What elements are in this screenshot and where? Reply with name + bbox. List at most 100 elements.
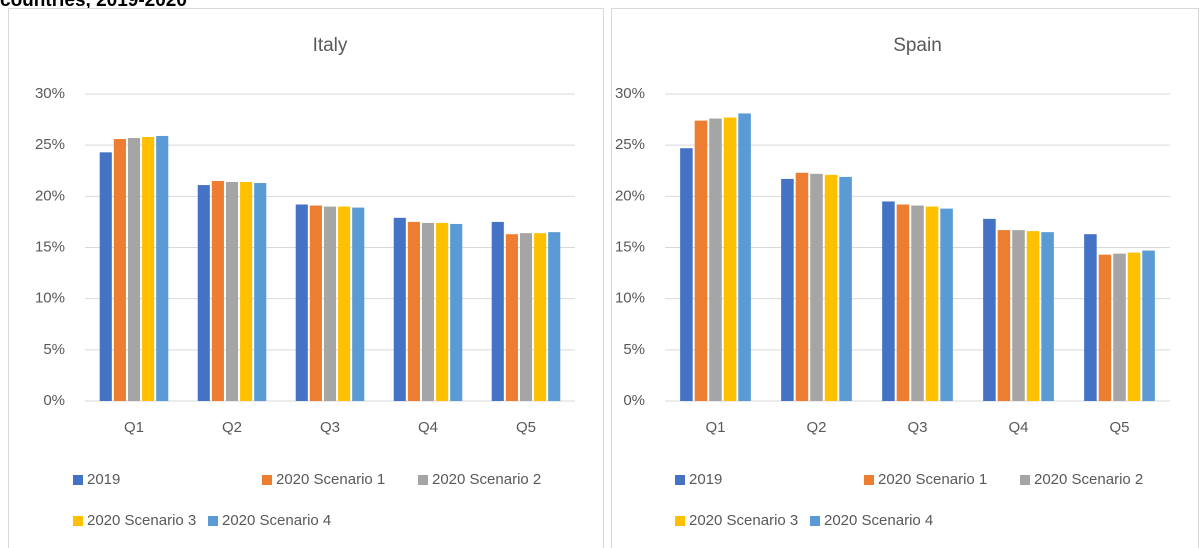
bar	[882, 201, 895, 401]
legend-label: 2020 Scenario 2	[432, 471, 541, 488]
bar	[738, 113, 751, 402]
y-tick-label: 5%	[43, 341, 65, 358]
bar	[197, 185, 210, 401]
bar	[1012, 230, 1025, 401]
legend-label: 2019	[689, 471, 722, 488]
y-tick-label: 30%	[35, 85, 65, 102]
bar	[1026, 231, 1040, 401]
x-tick-label: Q5	[516, 419, 536, 436]
chart-frame	[8, 8, 604, 548]
bar	[323, 206, 337, 401]
bar	[127, 138, 141, 401]
bar	[407, 221, 420, 401]
y-tick-label: 30%	[615, 85, 645, 102]
bar	[156, 135, 169, 401]
x-tick-label: Q1	[705, 419, 725, 436]
y-tick-label: 20%	[35, 187, 65, 204]
legend-swatch	[675, 475, 685, 485]
x-tick-label: Q2	[806, 419, 826, 436]
bar	[997, 230, 1011, 401]
bar	[781, 178, 794, 401]
bar	[1041, 232, 1054, 401]
y-tick-label: 0%	[43, 392, 65, 409]
bar	[142, 136, 155, 402]
legend-label: 2020 Scenario 1	[276, 471, 385, 488]
bar	[1084, 234, 1097, 401]
y-tick-label: 20%	[615, 187, 645, 204]
legend-swatch	[73, 475, 83, 485]
bar	[491, 221, 504, 401]
bar	[548, 232, 561, 401]
bar	[393, 217, 406, 401]
bar	[211, 180, 224, 401]
legend-swatch	[810, 516, 820, 526]
bar	[709, 118, 722, 401]
bar	[534, 233, 547, 401]
y-tick-label: 0%	[623, 392, 645, 409]
bar	[436, 222, 449, 401]
legend-label: 2020 Scenario 2	[1034, 471, 1143, 488]
bar	[225, 182, 239, 401]
y-tick-label: 10%	[615, 290, 645, 307]
bar	[505, 234, 518, 401]
legend-swatch	[864, 475, 874, 485]
x-tick-label: Q1	[124, 419, 144, 436]
bar	[925, 206, 939, 401]
legend-swatch	[208, 516, 218, 526]
x-tick-label: Q5	[1109, 419, 1129, 436]
chart-title: Italy	[313, 35, 348, 56]
legend-label: 2020 Scenario 4	[222, 512, 331, 529]
bar	[309, 205, 322, 401]
x-tick-label: Q3	[907, 419, 927, 436]
bar	[723, 117, 737, 401]
y-tick-label: 25%	[615, 136, 645, 153]
bar	[254, 183, 267, 401]
legend-swatch	[262, 475, 272, 485]
x-tick-label: Q3	[320, 419, 340, 436]
page-title: countries, 2019-2020	[0, 0, 187, 11]
bar	[352, 207, 365, 401]
bar	[1127, 252, 1141, 401]
legend-label: 2019	[87, 471, 120, 488]
bar	[338, 206, 351, 401]
legend-label: 2020 Scenario 3	[689, 512, 798, 529]
x-tick-label: Q4	[418, 419, 438, 436]
bar	[519, 233, 533, 401]
y-tick-label: 10%	[35, 290, 65, 307]
legend-swatch	[1020, 475, 1030, 485]
bar	[1113, 253, 1126, 401]
bar	[421, 222, 435, 401]
bar	[295, 204, 308, 401]
x-tick-label: Q2	[222, 419, 242, 436]
y-tick-label: 5%	[623, 341, 645, 358]
legend-swatch	[73, 516, 83, 526]
legend-label: 2020 Scenario 1	[878, 471, 987, 488]
legend-swatch	[418, 475, 428, 485]
x-tick-label: Q4	[1008, 419, 1028, 436]
bar	[940, 208, 953, 401]
legend-swatch	[675, 516, 685, 526]
bar	[795, 172, 809, 401]
bar	[839, 176, 852, 401]
bar	[1142, 250, 1155, 401]
bar	[113, 139, 126, 401]
legend-label: 2020 Scenario 3	[87, 512, 196, 529]
y-tick-label: 15%	[35, 238, 65, 255]
y-tick-label: 15%	[615, 238, 645, 255]
bar	[240, 182, 253, 401]
bar	[896, 204, 910, 401]
y-tick-label: 25%	[35, 136, 65, 153]
bar	[810, 173, 823, 401]
bar	[911, 205, 924, 401]
chart-title: Spain	[893, 35, 942, 56]
bar	[680, 148, 693, 401]
bar	[1098, 254, 1112, 401]
bar	[99, 152, 112, 401]
bar	[694, 120, 708, 402]
bar	[983, 218, 996, 401]
bar	[450, 223, 463, 401]
chart-frame	[611, 8, 1199, 548]
legend-label: 2020 Scenario 4	[824, 512, 933, 529]
bar	[824, 174, 838, 401]
